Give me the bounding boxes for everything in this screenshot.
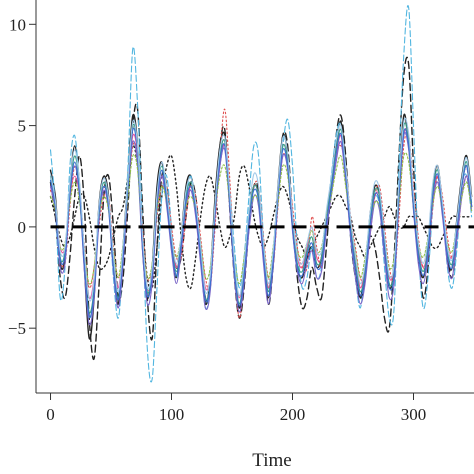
- y-tick-label: 0: [18, 218, 27, 237]
- x-tick-label: 100: [159, 405, 185, 424]
- y-tick-label: 10: [9, 15, 26, 34]
- x-tick-label: 0: [46, 405, 55, 424]
- y-tick-label: 5: [18, 117, 27, 136]
- series-line-11: [49, 117, 473, 302]
- y-tick-label: −5: [8, 319, 26, 338]
- chart-axes: 0 100 200 300 −5 0 5 10: [8, 0, 474, 424]
- x-tick-label: 200: [280, 405, 306, 424]
- series-layer: [49, 5, 473, 383]
- series-line-10: [49, 127, 473, 318]
- x-axis-title: Time: [252, 450, 291, 471]
- x-tick-label: 300: [401, 405, 427, 424]
